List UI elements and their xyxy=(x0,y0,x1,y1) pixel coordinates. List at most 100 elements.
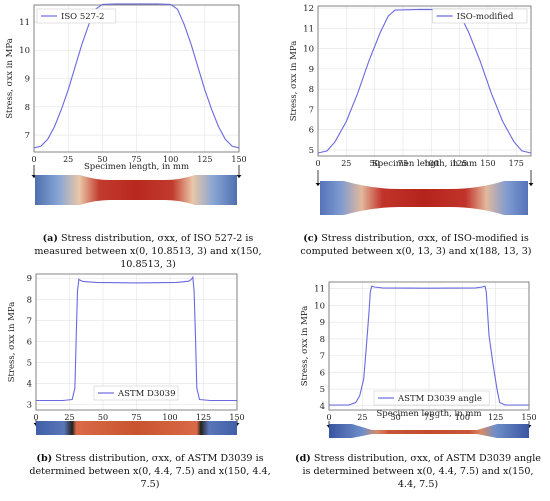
chart-a-xtick-label: 50 xyxy=(97,155,107,164)
chart-a-ytick-label: 8 xyxy=(25,103,30,113)
chart-b-ytick-label: 6 xyxy=(27,337,32,347)
chart-d-xtick-label: 125 xyxy=(488,413,503,422)
specimen-c xyxy=(320,181,528,215)
chart-c-series-line xyxy=(317,8,532,154)
chart-b-xtick-label: 25 xyxy=(64,413,74,422)
chart-d-ytick-label: 7 xyxy=(320,352,325,362)
chart-d: 4 5 6 7 8 9 10 11 0 25 50 75 100 125 150 Stress, σxx in… xyxy=(300,281,537,438)
chart-c-xtick-label: 175 xyxy=(509,159,524,168)
caption-b: (b) Stress distribution, σxx, of ASTM D3… xyxy=(24,452,276,491)
chart-d-xtick-label: 75 xyxy=(424,413,434,422)
specimen-a xyxy=(35,175,237,205)
chart-b-ytick-label: 8 xyxy=(27,295,32,305)
chart-b-xtick-label: 150 xyxy=(229,413,244,422)
chart-b-legend-box xyxy=(93,385,179,401)
chart-c-ytick-label: 6 xyxy=(309,126,314,136)
chart-d-xtick-label: 150 xyxy=(521,413,536,422)
chart-c-ytick-label: 8 xyxy=(309,85,314,95)
chart-b-ytick-label: 4 xyxy=(27,380,32,390)
chart-a-ylabel: Stress, σxx in MPa xyxy=(5,38,15,119)
chart-a-legend-box xyxy=(36,8,117,24)
chart-b-ytick-label: 9 xyxy=(27,274,32,284)
chart-d-series-line xyxy=(329,285,529,406)
chart-d-ytick-label: 10 xyxy=(314,301,325,311)
chart-c-xtick-label: 150 xyxy=(480,159,495,168)
chart-c-ytick-label: 9 xyxy=(309,65,314,75)
caption-text-b: Stress distribution, σxx, of ASTM D3039 … xyxy=(29,453,271,490)
chart-c-xtick-label: 25 xyxy=(341,159,351,168)
chart-b-xtick-label: 100 xyxy=(162,413,177,422)
chart-c-ytick-label: 7 xyxy=(309,105,314,115)
caption-text-a: Stress distribution, σxx, of ISO 527-2 i… xyxy=(34,233,262,270)
chart-a-ytick-label: 7 xyxy=(25,131,30,141)
chart-d-ytick-label: 11 xyxy=(314,285,325,295)
chart-b: 3 4 5 6 7 8 9 0 25 50 75 100 125 150 Stress, σxx in MP… xyxy=(7,273,245,435)
chart-a-ytick-label: 11 xyxy=(19,18,30,28)
chart-b-ytick-label: 7 xyxy=(27,316,32,326)
caption-label-a: (a) xyxy=(42,233,58,244)
chart-a-xtick-label: 25 xyxy=(63,155,73,164)
chart-d-ytick-label: 4 xyxy=(320,402,325,412)
chart-d-xtick-label: 0 xyxy=(326,413,331,422)
chart-d-ylabel: Stress, σxx in MPa xyxy=(300,306,310,387)
caption-d: (d) Stress distribution, σxx, of ASTM D3… xyxy=(292,452,544,491)
chart-b-ytick-label: 5 xyxy=(27,359,32,369)
chart-c-xlabel: Specimen length, in mm xyxy=(372,159,477,169)
chart-d-legend-box xyxy=(373,390,490,406)
chart-c-ytick-label: 10 xyxy=(303,45,314,55)
chart-a-xtick-label: 0 xyxy=(31,155,36,164)
chart-c-end-arrowhead xyxy=(315,183,321,186)
chart-d-xlabel: Specimen length, in mm xyxy=(376,409,481,419)
chart-c-ytick-label: 5 xyxy=(309,146,314,156)
chart-c-frame xyxy=(317,5,532,157)
caption-label-c: (c) xyxy=(303,233,319,244)
chart-b-ytick-label: 3 xyxy=(27,401,32,411)
chart-b-xtick-label: 50 xyxy=(98,413,108,422)
chart-b-xtick-label: 0 xyxy=(33,413,38,422)
chart-c-xtick-label: 75 xyxy=(398,159,408,168)
chart-c-xtick-label: 0 xyxy=(315,159,320,168)
chart-c: 5 6 7 8 9 10 11 12 0 25 50 75 100 125 150 175 Stress, σx… xyxy=(289,4,534,215)
chart-c-legend-label: ISO-modified xyxy=(457,12,514,22)
chart-b-series-line xyxy=(36,275,237,402)
chart-c-xtick-label: 100 xyxy=(424,159,439,168)
specimen-d xyxy=(329,424,529,438)
caption-c: (c) Stress distribution, σxx, of ISO-mod… xyxy=(290,232,542,258)
specimen-b xyxy=(36,421,237,435)
chart-d-ytick-label: 6 xyxy=(320,368,325,378)
chart-b-xtick-label: 75 xyxy=(131,413,141,422)
chart-a-xtick-label: 125 xyxy=(197,155,212,164)
caption-label-d: (d) xyxy=(295,453,311,464)
chart-c-xtick-label: 50 xyxy=(370,159,380,168)
chart-a: 7 8 9 10 11 0 25 50 75 100 125 150 Stress, σxx in MP… xyxy=(5,3,247,205)
chart-d-ytick-label: 9 xyxy=(320,318,325,328)
chart-d-legend-label: ASTM D3039 angle xyxy=(397,394,482,404)
chart-c-ytick-label: 11 xyxy=(303,24,314,34)
chart-a-xtick-label: 150 xyxy=(231,155,246,164)
chart-c-ylabel: Stress, σxx in MPa xyxy=(289,41,299,122)
chart-d-xtick-label: 50 xyxy=(391,413,401,422)
chart-c-legend-box xyxy=(432,8,528,24)
chart-a-xtick-label: 75 xyxy=(131,155,141,164)
chart-d-frame xyxy=(328,281,530,411)
caption-text-c: Stress distribution, σxx, of ISO-modifie… xyxy=(300,233,532,257)
chart-a-series-line xyxy=(33,3,240,149)
chart-a-ytick-label: 9 xyxy=(25,75,30,85)
chart-c-xtick-label: 125 xyxy=(452,159,467,168)
chart-b-legend-label: ASTM D3039 xyxy=(117,389,175,399)
chart-a-legend-label: ISO 527-2 xyxy=(61,12,104,22)
chart-c-ytick-label: 12 xyxy=(303,4,314,14)
chart-d-ytick-label: 8 xyxy=(320,335,325,345)
chart-d-xtick-label: 100 xyxy=(455,413,470,422)
chart-b-frame xyxy=(35,273,238,411)
caption-a: (a) Stress distribution, σxx, of ISO 527… xyxy=(22,232,274,271)
chart-a-xlabel: Specimen length, in mm xyxy=(84,162,189,172)
chart-a-end-arrowhead xyxy=(236,175,242,178)
chart-a-frame xyxy=(33,4,240,153)
chart-b-ylabel: Stress, σxx in MPa xyxy=(7,302,17,383)
chart-d-ytick-label: 5 xyxy=(320,385,325,395)
chart-a-xtick-label: 100 xyxy=(163,155,178,164)
chart-d-xtick-label: 25 xyxy=(357,413,367,422)
chart-a-ytick-label: 10 xyxy=(19,46,30,56)
chart-b-xtick-label: 125 xyxy=(196,413,211,422)
